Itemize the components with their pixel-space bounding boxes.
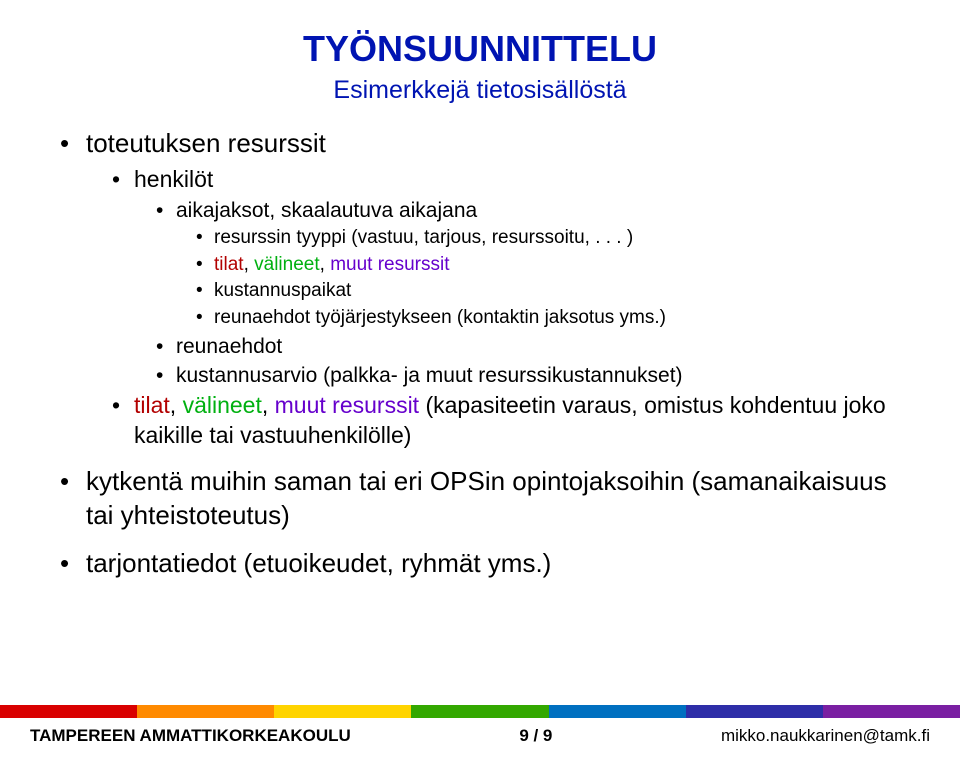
content-text: henkilöt <box>134 165 213 195</box>
content-root: • toteutuksen resurssit • henkilöt • aik… <box>60 127 900 581</box>
hl-tilat: tilat <box>214 254 244 275</box>
bullet-icon: • <box>156 335 176 359</box>
bullet-icon: • <box>196 307 214 329</box>
hl-valineet: välineet <box>254 254 320 275</box>
content-text: reunaehdot työjärjestykseen (kontaktin j… <box>214 306 666 331</box>
bullet-icon: • <box>156 364 176 388</box>
hl-tilat: tilat <box>134 392 170 418</box>
bullet-icon: • <box>60 468 86 494</box>
content-text: toteutuksen resurssit <box>86 127 326 161</box>
bullet-icon: • <box>112 166 134 193</box>
bullet-icon: • <box>196 227 214 249</box>
footer-page: 9 / 9 <box>519 726 552 746</box>
footer-email: mikko.naukkarinen@tamk.fi <box>721 726 930 746</box>
footer-org: TAMPEREEN AMMATTIKORKEAKOULU <box>30 726 351 746</box>
footer-stripe <box>0 705 137 718</box>
hl-muut: muut resurssit <box>275 392 419 418</box>
hl-muut: muut resurssit <box>330 254 449 275</box>
footer: TAMPEREEN AMMATTIKORKEAKOULU 9 / 9 mikko… <box>0 726 960 746</box>
bullet-icon: • <box>112 392 134 419</box>
bullet-icon: • <box>156 199 176 223</box>
content-text: kustannusarvio (palkka- ja muut resurssi… <box>176 362 683 389</box>
slide: TYÖNSUUNNITTELU Esimerkkejä tietosisällö… <box>0 0 960 760</box>
bullet-icon: • <box>60 130 86 156</box>
footer-stripe-bar <box>0 705 960 718</box>
content-text: tarjontatiedot (etuoikeudet, ryhmät yms.… <box>86 547 551 581</box>
content-text: aikajaksot, skaalautuva aikajana <box>176 197 477 224</box>
footer-stripe <box>137 705 274 718</box>
footer-stripe <box>823 705 960 718</box>
bullet-icon: • <box>60 550 86 576</box>
content-text: reunaehdot <box>176 333 282 360</box>
content-text: tilat, välineet, muut resurssit (kapasit… <box>134 391 900 451</box>
content-text: kytkentä muihin saman tai eri OPSin opin… <box>86 465 900 533</box>
hl-valineet: välineet <box>183 392 262 418</box>
slide-title: TYÖNSUUNNITTELU <box>60 28 900 70</box>
content-text: tilat, välineet, muut resurssit <box>214 253 450 278</box>
footer-stripe <box>549 705 686 718</box>
footer-stripe <box>411 705 548 718</box>
bullet-icon: • <box>196 280 214 302</box>
content-text: kustannuspaikat <box>214 279 351 304</box>
footer-stripe <box>274 705 411 718</box>
content-text: resurssin tyyppi (vastuu, tarjous, resur… <box>214 226 633 251</box>
footer-stripe <box>686 705 823 718</box>
slide-subtitle: Esimerkkejä tietosisällöstä <box>60 76 900 105</box>
bullet-icon: • <box>196 254 214 276</box>
